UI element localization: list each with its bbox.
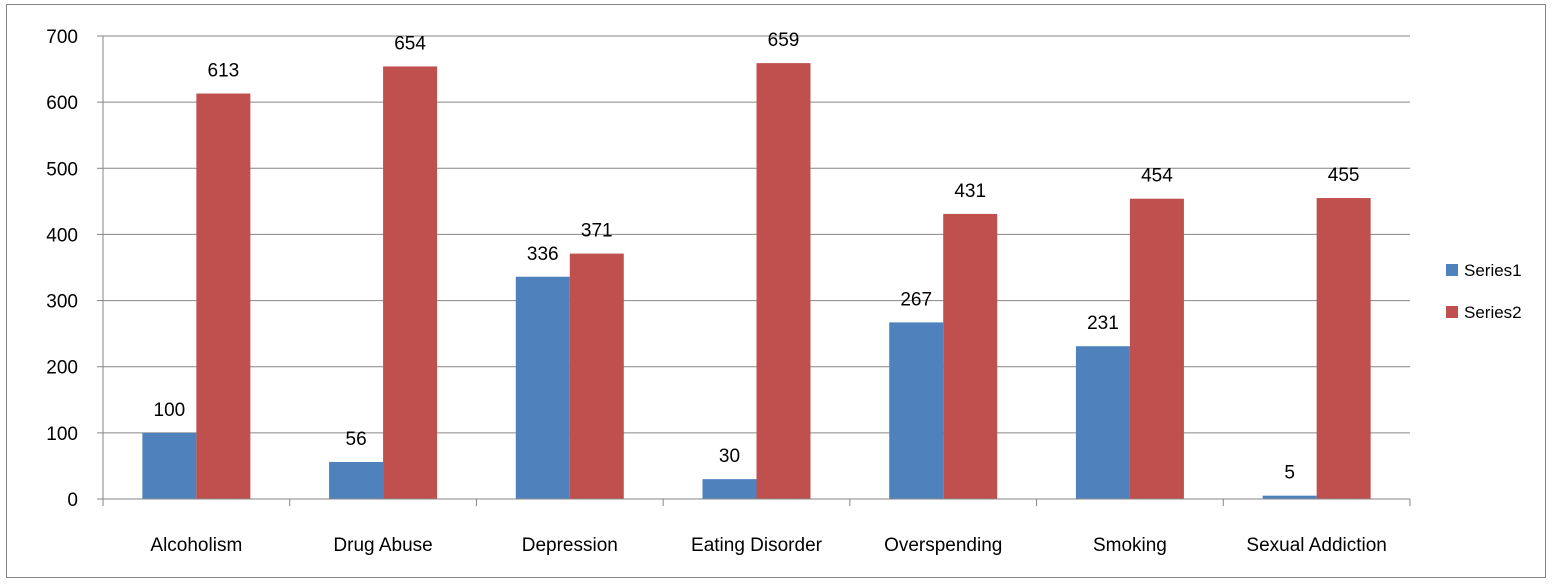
bar-series2 <box>1316 198 1371 500</box>
x-tick-label: Alcoholism <box>150 535 242 556</box>
y-tick-label: 200 <box>46 358 78 379</box>
y-tick-label: 700 <box>46 27 78 48</box>
x-axis: Alcoholism Drug Abuse Depression Eating Dis… <box>102 498 1411 556</box>
bar-series1 <box>889 322 944 499</box>
bar-series2 <box>943 213 998 499</box>
data-label: 56 <box>346 429 367 450</box>
y-tick-label: 600 <box>46 93 78 114</box>
legend-label-series2: Series2 <box>1464 303 1522 322</box>
y-axis: 0 100 200 300 400 500 600 700 <box>46 27 104 511</box>
data-label: 100 <box>154 400 186 421</box>
y-tick-label: 300 <box>46 292 78 313</box>
bar-series1 <box>702 479 757 499</box>
data-label: 5 <box>1284 463 1295 484</box>
bar-series1 <box>515 276 570 499</box>
bar-series1 <box>329 461 384 499</box>
y-tick-label: 400 <box>46 225 78 246</box>
y-tick-label: 500 <box>46 159 78 180</box>
bar-series1 <box>1075 346 1130 499</box>
bars <box>142 63 1371 500</box>
x-tick-label: Eating Disorder <box>691 535 823 556</box>
data-label: 336 <box>527 244 559 265</box>
data-label: 431 <box>954 181 986 202</box>
bar-series2 <box>196 93 251 500</box>
y-tick-label: 100 <box>46 424 78 445</box>
x-tick-label: Depression <box>522 535 618 556</box>
bar-series2 <box>383 66 438 499</box>
legend-swatch-series1 <box>1446 264 1458 276</box>
legend: Series1 Series2 <box>1446 261 1522 322</box>
data-label: 267 <box>900 289 932 310</box>
bar-series1 <box>142 432 197 499</box>
y-tick-label: 0 <box>67 490 78 511</box>
data-label: 654 <box>394 33 426 54</box>
bar-series1 <box>1262 495 1317 499</box>
x-tick-label: Drug Abuse <box>333 535 432 556</box>
x-tick-label: Sexual Addiction <box>1246 535 1387 556</box>
legend-swatch-series2 <box>1446 306 1458 318</box>
data-labels: 100 613 56 654 336 371 30 659 267 431 231 454 5 455 <box>154 30 1360 484</box>
data-label: 231 <box>1087 313 1119 334</box>
legend-label-series1: Series1 <box>1464 261 1522 280</box>
bar-series2 <box>569 253 624 499</box>
data-label: 659 <box>768 30 800 51</box>
bar-series2 <box>756 63 811 500</box>
data-label: 455 <box>1328 165 1360 186</box>
data-label: 613 <box>208 61 240 82</box>
data-label: 454 <box>1141 166 1173 187</box>
data-label: 371 <box>581 221 613 242</box>
x-tick-label: Smoking <box>1093 535 1167 556</box>
bar-series2 <box>1129 198 1184 499</box>
x-tick-label: Overspending <box>884 535 1002 556</box>
data-label: 30 <box>719 446 740 467</box>
